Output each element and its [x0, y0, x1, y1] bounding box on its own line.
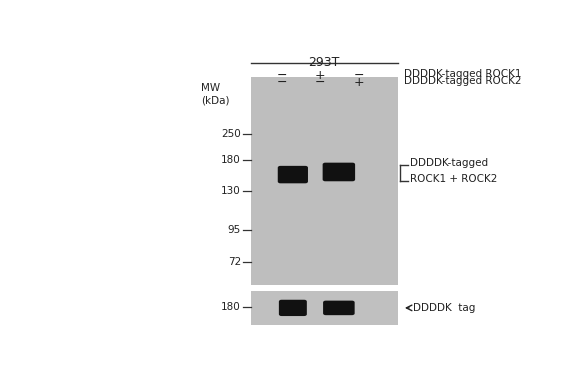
Text: 72: 72 — [228, 257, 241, 267]
Text: 180: 180 — [221, 302, 241, 312]
Text: 180: 180 — [221, 155, 241, 165]
Text: −: − — [354, 69, 364, 82]
Text: DDDDK-tagged ROCK1: DDDDK-tagged ROCK1 — [404, 69, 522, 79]
Text: +: + — [315, 69, 325, 82]
Text: MW
(kDa): MW (kDa) — [201, 83, 230, 105]
Text: 130: 130 — [221, 186, 241, 196]
Text: −: − — [276, 69, 287, 82]
FancyBboxPatch shape — [278, 166, 308, 183]
Text: 95: 95 — [228, 225, 241, 235]
FancyBboxPatch shape — [279, 300, 307, 316]
Text: +: + — [354, 76, 364, 89]
Text: DDDDK  tag: DDDDK tag — [413, 303, 475, 313]
Text: −: − — [315, 76, 325, 89]
Bar — [251, 77, 398, 285]
FancyBboxPatch shape — [323, 301, 354, 315]
Text: 293T: 293T — [308, 56, 340, 68]
FancyBboxPatch shape — [322, 163, 355, 181]
Text: DDDDK-tagged ROCK2: DDDDK-tagged ROCK2 — [404, 76, 522, 86]
Text: DDDDK-tagged: DDDDK-tagged — [410, 158, 488, 168]
Bar — [251, 291, 398, 325]
Text: −: − — [276, 76, 287, 89]
Text: 250: 250 — [221, 129, 241, 139]
Text: ROCK1 + ROCK2: ROCK1 + ROCK2 — [410, 174, 498, 184]
